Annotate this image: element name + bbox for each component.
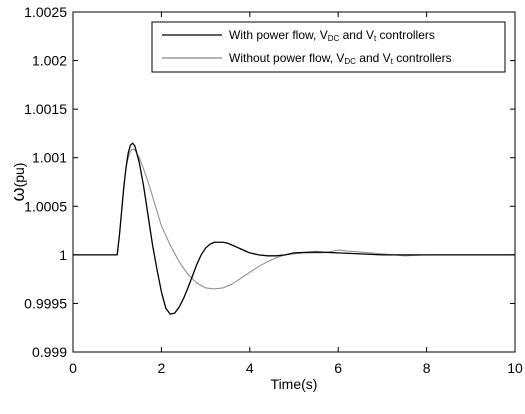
x-axis: 0 2 4 6 8 10 <box>69 12 523 376</box>
x-tick-label: 6 <box>334 360 342 376</box>
x-tick-label: 2 <box>158 360 166 376</box>
x-tick-label: 4 <box>246 360 254 376</box>
y-axis-symbol: ω <box>8 187 28 201</box>
legend-box <box>151 21 506 73</box>
x-tick-label: 10 <box>507 360 523 376</box>
y-tick-label: 1.001 <box>32 150 67 166</box>
y-axis-unit: (pu) <box>11 163 27 188</box>
y-axis-title: ω(pu) <box>8 163 28 202</box>
legend: With power flow, VDC and Vt controllers … <box>151 21 506 73</box>
series-line-with-power-flow <box>73 142 515 315</box>
y-tick-label: 1.0005 <box>24 198 67 214</box>
series-layer <box>73 142 515 315</box>
x-tick-label: 8 <box>423 360 431 376</box>
x-axis-title: Time(s) <box>271 376 318 392</box>
y-tick-label: 1.0025 <box>24 4 67 20</box>
x-tick-label: 0 <box>69 360 77 376</box>
legend-label-with: With power flow, VDC and Vt controllers <box>229 28 435 43</box>
legend-label-without: Without power flow, VDC and Vt controlle… <box>229 51 452 66</box>
y-tick-label: 1.0015 <box>24 101 67 117</box>
series-line-without-power-flow <box>73 148 515 290</box>
y-tick-label: 1.002 <box>32 53 67 69</box>
y-axis: 0.999 0.9995 1 1.0005 1.001 1.0015 1.002 1.0025 <box>24 4 515 360</box>
y-tick-label: 0.9995 <box>24 295 67 311</box>
y-tick-label: 1 <box>59 247 67 263</box>
y-tick-label: 0.999 <box>32 344 67 360</box>
